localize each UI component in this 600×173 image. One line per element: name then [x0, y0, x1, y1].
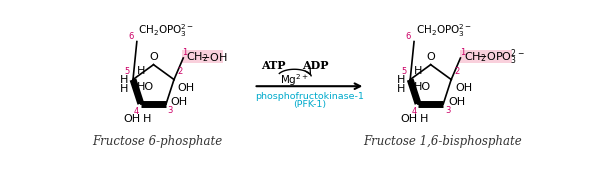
Text: 3: 3 — [445, 106, 450, 115]
Text: ATP: ATP — [260, 60, 285, 71]
Text: Fructose 1,6-bisphosphate: Fructose 1,6-bisphosphate — [363, 135, 521, 148]
Text: 2: 2 — [454, 67, 460, 76]
Text: H: H — [397, 75, 405, 85]
Text: H: H — [420, 114, 428, 124]
Text: OH: OH — [400, 114, 418, 124]
Text: CH$_2$: CH$_2$ — [464, 50, 486, 64]
Text: phosphofructokinase-1: phosphofructokinase-1 — [256, 92, 364, 101]
Text: H: H — [143, 114, 151, 124]
Text: ADP: ADP — [302, 60, 328, 71]
Text: OH: OH — [123, 114, 140, 124]
Text: 5: 5 — [125, 67, 130, 76]
Text: CH$_2$OPO$_3^{2-}$: CH$_2$OPO$_3^{2-}$ — [139, 22, 194, 39]
Text: CH$_2$: CH$_2$ — [187, 50, 209, 64]
Text: O: O — [427, 52, 435, 62]
Text: 5: 5 — [402, 67, 407, 76]
Text: O: O — [149, 52, 158, 62]
Text: 1: 1 — [460, 48, 465, 57]
Text: 2: 2 — [177, 67, 182, 76]
Text: 3: 3 — [168, 106, 173, 115]
Text: OH: OH — [171, 97, 188, 107]
Text: 1: 1 — [182, 48, 188, 57]
Text: (PFK-1): (PFK-1) — [293, 100, 326, 109]
Text: $-$OPO$_3^{2-}$: $-$OPO$_3^{2-}$ — [478, 47, 525, 67]
FancyBboxPatch shape — [182, 50, 223, 63]
Text: CH$_2$OPO$_3^{2-}$: CH$_2$OPO$_3^{2-}$ — [416, 22, 472, 39]
Text: 6: 6 — [128, 32, 134, 41]
Text: Mg$^{2+}$: Mg$^{2+}$ — [280, 72, 309, 88]
Text: Fructose 6-phosphate: Fructose 6-phosphate — [92, 135, 223, 148]
Text: H: H — [397, 84, 405, 94]
Text: $-$OH: $-$OH — [200, 51, 227, 63]
Text: 4: 4 — [411, 107, 416, 116]
Text: H: H — [137, 66, 145, 76]
Text: OH: OH — [178, 83, 195, 93]
Text: OH: OH — [448, 97, 465, 107]
Text: OH: OH — [455, 83, 472, 93]
Text: HO: HO — [137, 82, 154, 92]
Text: HO: HO — [414, 82, 431, 92]
Text: 4: 4 — [134, 107, 139, 116]
Text: H: H — [119, 84, 128, 94]
Text: 6: 6 — [406, 32, 411, 41]
Text: H: H — [119, 75, 128, 85]
Text: H: H — [414, 66, 422, 76]
FancyBboxPatch shape — [460, 50, 512, 63]
